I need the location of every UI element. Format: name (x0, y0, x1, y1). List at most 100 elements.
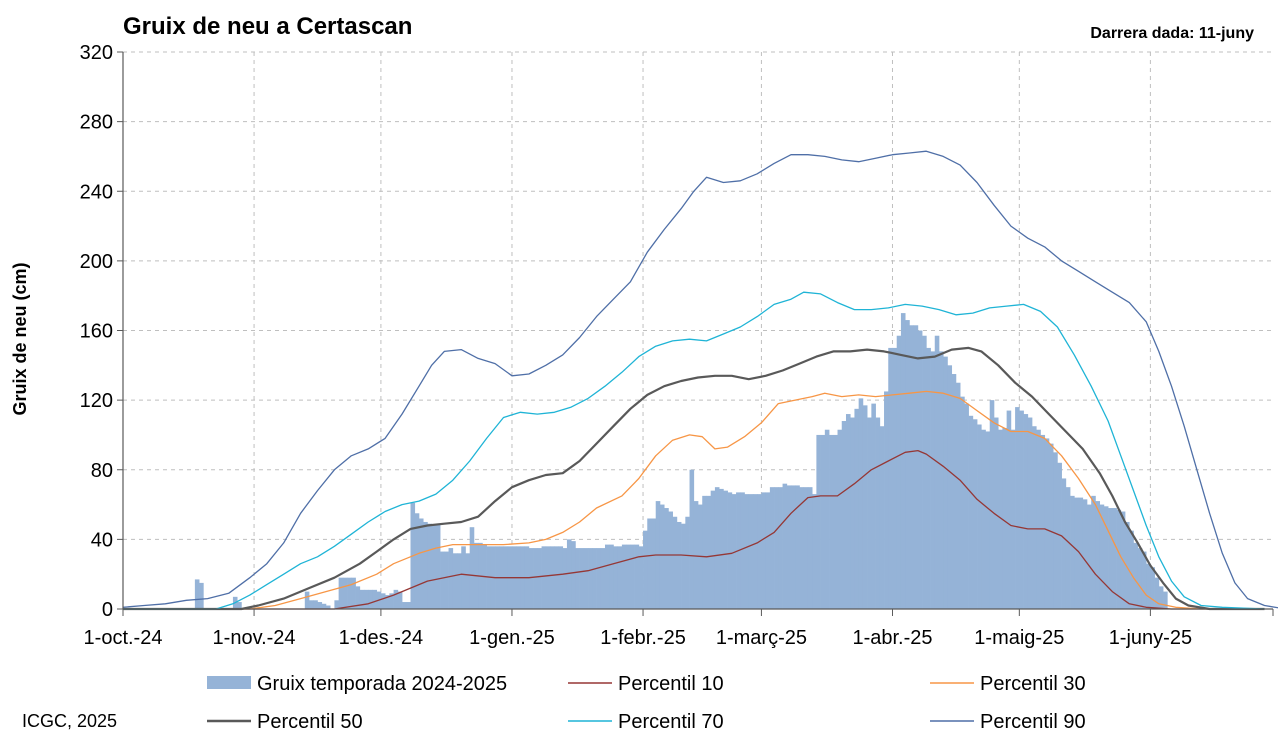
snow-depth-bar (630, 544, 635, 609)
snow-depth-bar (406, 602, 411, 609)
snow-depth-bar (1048, 443, 1054, 609)
snow-depth-bar (896, 335, 902, 609)
snow-depth-bar (545, 546, 551, 609)
snow-depth-bar (854, 408, 860, 609)
snow-depth-bar (1002, 427, 1007, 609)
x-tick-label: 1-abr.-25 (852, 627, 932, 649)
snow-depth-bar (1116, 509, 1122, 609)
snow-depth-bar (719, 488, 724, 609)
y-tick-label: 280 (80, 112, 113, 134)
snow-depth-bar (778, 487, 783, 609)
x-tick-label: 1-des.-24 (339, 627, 424, 649)
snow-depth-bar (1065, 487, 1071, 609)
snow-depth-bar (541, 546, 547, 609)
snow-depth-bar (1006, 410, 1012, 609)
series-line-percentil-70 (123, 291, 1265, 610)
snow-depth-bar (1010, 429, 1016, 609)
snow-depth-bar (385, 595, 390, 609)
snow-depth-bar (1112, 508, 1117, 609)
snow-depth-bar (562, 548, 568, 609)
snow-depth-bar (604, 544, 610, 609)
snow-depth-bar (981, 429, 986, 609)
snow-depth-bar (621, 544, 627, 609)
snow-depth-bar (444, 551, 449, 609)
snow-depth-bar (469, 527, 475, 609)
snow-depth-bar (1158, 586, 1164, 609)
snow-depth-bar (1146, 563, 1151, 609)
snow-depth-bar (634, 544, 640, 609)
legend-label: Percentil 50 (257, 711, 363, 733)
snow-depth-bar (579, 548, 585, 609)
y-tick-label: 0 (102, 599, 113, 621)
snow-depth-bar (930, 351, 936, 609)
x-tick-label: 1-oct.-24 (84, 627, 163, 649)
snow-depth-bar (926, 347, 931, 609)
snow-depth-bar (393, 589, 399, 609)
y-tick-label: 160 (80, 321, 113, 343)
legend-item: Percentil 70 (568, 711, 724, 733)
snow-depth-bar (1125, 521, 1130, 609)
snow-depth-bar (938, 351, 944, 609)
y-tick-label: 40 (91, 529, 113, 551)
snow-depth-bar (862, 405, 868, 609)
snow-depth-bar (706, 495, 712, 609)
snow-depth-bar (448, 548, 454, 609)
snow-depth-bar (723, 490, 728, 609)
snow-depth-bar (917, 330, 923, 609)
snow-depth-bar (934, 335, 940, 609)
snow-depth-bar (807, 487, 813, 609)
chart-title: Gruix de neu a Certascan (123, 13, 412, 40)
snow-depth-bar (537, 548, 542, 609)
snow-depth-bar (1095, 501, 1101, 609)
snow-depth-bar (744, 494, 750, 609)
snow-depth-bar (528, 548, 534, 609)
y-tick-label: 320 (80, 42, 113, 64)
snow-depth-bar (1108, 508, 1113, 609)
snow-depth-bar (321, 603, 327, 609)
snow-depth-bar (1057, 462, 1062, 609)
snow-depth-bar (550, 546, 555, 609)
snow-depth-bar (900, 313, 906, 609)
snow-depth-bar (977, 424, 982, 609)
snow-depth-bar (334, 600, 339, 609)
snow-depth-bar (1099, 504, 1105, 609)
snow-depth-bar (968, 415, 974, 609)
x-tick-label: 1-gen.-25 (469, 627, 555, 649)
snow-depth-bar (693, 501, 699, 609)
snow-depth-bar (841, 421, 847, 609)
snow-depth-bar (765, 492, 771, 609)
snow-depth-bar (418, 518, 424, 609)
snow-depth-bar (803, 487, 809, 609)
legend-label: Gruix temporada 2024-2025 (257, 673, 507, 695)
snow-depth-bar (1103, 506, 1109, 609)
credit-text: ICGC, 2025 (22, 711, 117, 731)
snow-depth-bar (905, 320, 910, 609)
snow-depth-bar (317, 602, 323, 609)
snow-depth-bar (702, 495, 707, 609)
snow-depth-bar (829, 434, 834, 609)
snow-depth-bar (309, 600, 314, 609)
snow-depth-bar (368, 589, 373, 609)
snow-depth-bar (1133, 542, 1139, 609)
series-line-percentil-90 (122, 150, 1278, 609)
snow-depth-bar (1141, 551, 1147, 609)
snow-depth-bar (1070, 495, 1075, 609)
series-line-percentil-50 (123, 346, 1265, 611)
snow-depth-bar (955, 382, 961, 609)
snow-depth-bar (659, 504, 665, 609)
snow-depth-bar (355, 586, 361, 609)
snow-depth-bar (664, 508, 669, 609)
snow-depth-bar (575, 548, 580, 609)
snow-depth-bar (237, 602, 242, 609)
snow-depth-bar (199, 582, 204, 609)
snow-depth-bar (402, 602, 407, 609)
snow-depth-bar (676, 521, 682, 609)
snow-depth-bar (871, 403, 876, 609)
snow-depth-bar (397, 591, 403, 609)
snow-depth-bar (457, 553, 462, 609)
snow-depth-bar (833, 434, 838, 609)
y-tick-label: 80 (91, 460, 113, 482)
snow-depth-bar (799, 487, 805, 609)
snow-depth-bar (837, 429, 843, 609)
